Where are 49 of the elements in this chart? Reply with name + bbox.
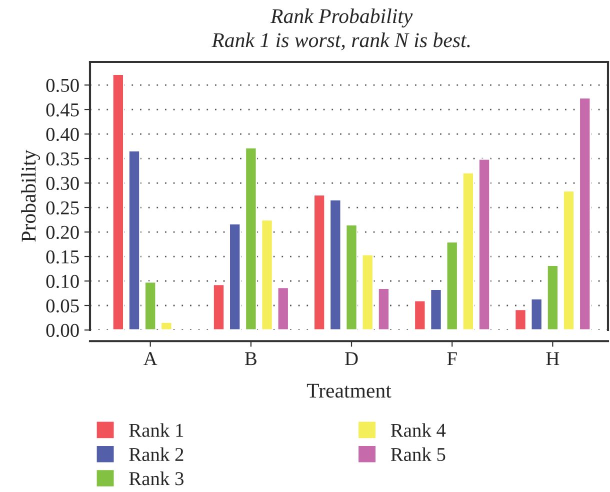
bar (430, 288, 442, 330)
bar (276, 286, 290, 330)
bar (578, 97, 592, 330)
legend-label: Rank 5 (390, 447, 446, 462)
x-axis-title: Treatment (306, 384, 392, 398)
legend-label: Rank 1 (129, 423, 184, 437)
chart-title: Rank Probability (270, 8, 413, 28)
x-tick-label: F (447, 352, 457, 366)
bar (112, 74, 124, 330)
y-axis-title: Probability (21, 150, 40, 242)
x-tick-label: D (345, 352, 358, 366)
bar (414, 300, 426, 330)
y-tick-label: 0.25 (46, 201, 79, 215)
bar (562, 190, 575, 330)
bar (144, 281, 157, 330)
bar (260, 219, 274, 330)
y-tick-label: 0.05 (46, 299, 79, 313)
bar (212, 284, 225, 330)
y-tick-label: 0.30 (46, 176, 79, 190)
bar (530, 298, 543, 330)
bar (345, 224, 358, 330)
bar (160, 321, 173, 330)
bar (228, 222, 242, 330)
y-tick-label: 0.45 (46, 103, 79, 117)
y-tick-label: 0.40 (46, 128, 79, 142)
x-tick-label: H (546, 352, 560, 366)
bar (462, 172, 474, 330)
bar (128, 150, 140, 330)
x-tick-label: B (245, 352, 256, 366)
y-tick-label: 0.50 (46, 78, 79, 92)
bar (244, 147, 258, 330)
legend-label: Rank 4 (390, 423, 446, 437)
y-tick-label: 0.15 (46, 250, 79, 264)
x-tick-label: A (144, 352, 158, 366)
legend-label: Rank 3 (129, 472, 184, 486)
bar (377, 288, 390, 330)
bar (446, 241, 458, 330)
y-tick-label: 0.20 (46, 226, 79, 240)
y-tick-label: 0.35 (46, 152, 79, 166)
chart-subtitle: Rank 1 is worst, rank N is best. (212, 32, 470, 50)
bar (361, 254, 374, 330)
bar (514, 308, 527, 330)
legend-label: Rank 2 (129, 447, 184, 462)
y-tick-label: 0.00 (46, 324, 79, 338)
y-tick-label: 0.10 (46, 274, 79, 288)
bar (313, 194, 326, 330)
bar (478, 158, 491, 330)
bar (546, 264, 559, 330)
bar (329, 198, 342, 330)
